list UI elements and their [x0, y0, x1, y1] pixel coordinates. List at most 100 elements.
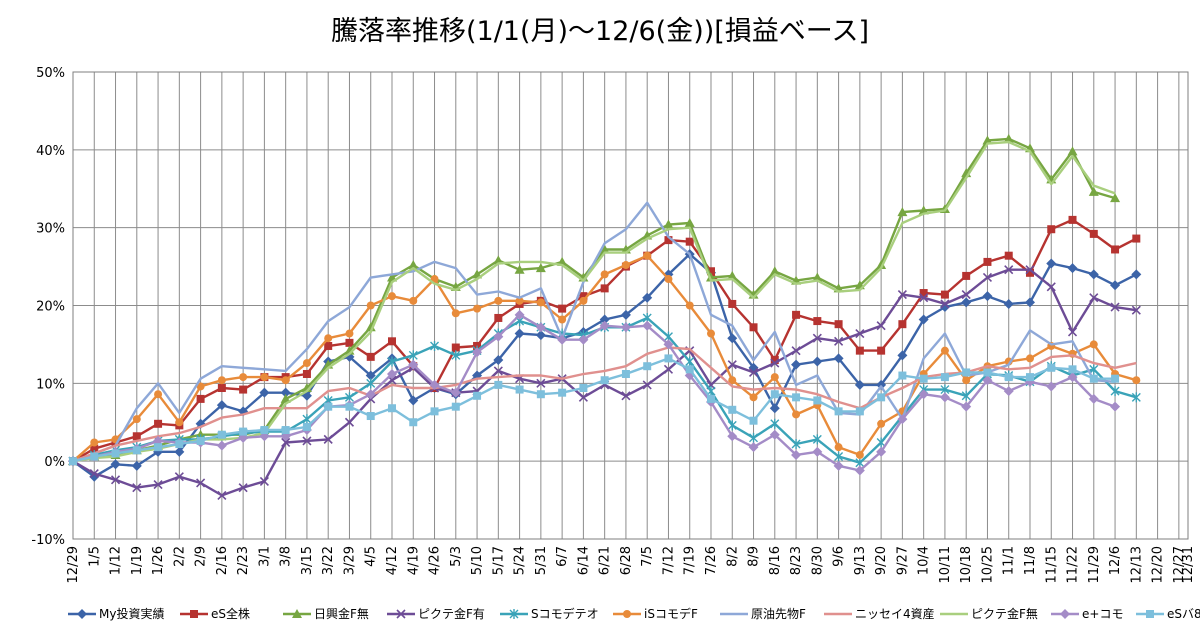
legend-label: iSコモデF [644, 606, 698, 621]
y-tick-label: -10% [31, 533, 65, 548]
data-point [408, 350, 418, 361]
data-point [217, 376, 226, 385]
data-point [727, 431, 738, 442]
data-point [1088, 186, 1099, 196]
data-point [728, 405, 737, 414]
series-My投資実績 [68, 249, 1142, 482]
data-point [1025, 354, 1034, 363]
data-point [643, 251, 652, 260]
x-tick-label: 4/19 [406, 546, 421, 575]
data-point [791, 346, 801, 356]
data-point [897, 414, 908, 425]
data-point [473, 304, 482, 313]
data-point [451, 350, 461, 361]
x-tick-label: 2/23 [236, 546, 251, 575]
data-point [770, 418, 780, 429]
data-point [813, 396, 822, 405]
data-point [749, 393, 758, 402]
data-point [239, 427, 248, 436]
data-point [366, 301, 375, 310]
data-point [1110, 302, 1120, 312]
legend-label: 原油先物F [751, 607, 806, 621]
data-point [514, 328, 525, 339]
data-point [558, 304, 567, 313]
data-point [174, 446, 185, 457]
data-point [1004, 251, 1013, 260]
legend: My投資実績 eS全株 日興金F無 ピクテ金F有 Sコモデテオ iSコモデF 原油先物F ニッ… [68, 606, 1200, 621]
data-point [323, 434, 333, 444]
x-tick-label: 9/13 [853, 546, 868, 575]
data-point [791, 359, 802, 370]
data-point [408, 395, 419, 406]
x-tick-label: 5/17 [491, 546, 506, 575]
data-point [643, 362, 652, 371]
data-point [982, 272, 993, 283]
data-point [834, 407, 843, 416]
data-point [833, 353, 844, 364]
data-point [642, 380, 652, 390]
data-point [302, 414, 312, 425]
legend-swatch-marker [623, 610, 631, 618]
data-point [196, 394, 205, 403]
data-point [196, 478, 206, 488]
legend-swatch-marker [1146, 610, 1154, 618]
data-point [728, 376, 737, 385]
data-point [216, 440, 227, 451]
data-point [876, 260, 887, 270]
data-point [132, 483, 142, 493]
data-point [196, 382, 205, 391]
x-tick-label: 11/1 [1002, 546, 1017, 575]
plot-area: -10% 0% 10% 20% 30% 40% 50% 12/29 1/5 1/12 1/19 1/2… [31, 66, 1196, 583]
data-point [579, 384, 588, 393]
data-point [217, 490, 227, 500]
data-point [940, 290, 949, 299]
data-point [621, 369, 630, 378]
data-point [1047, 225, 1056, 234]
data-point [494, 313, 503, 322]
data-point [451, 309, 460, 318]
data-point [174, 472, 184, 482]
data-point [919, 293, 929, 303]
legend-item: ニッセイ4資産 [824, 606, 935, 621]
x-tick-label: 5/10 [470, 546, 485, 575]
data-point [918, 314, 929, 325]
data-point [430, 407, 439, 416]
data-point [940, 299, 950, 309]
data-point [1089, 364, 1099, 375]
data-point [302, 436, 312, 446]
data-point [132, 446, 141, 455]
data-point [1089, 293, 1099, 303]
x-tick-label: 10/18 [959, 546, 974, 583]
data-point [876, 379, 887, 390]
data-point [876, 446, 887, 457]
data-point [1067, 263, 1078, 274]
legend-item: ピクテ金F無 [940, 606, 1038, 621]
data-point [259, 387, 270, 398]
data-point [769, 403, 780, 414]
x-tick-label: 10/11 [938, 546, 953, 583]
data-point [386, 368, 397, 379]
x-tick-label: 12/31 [1181, 546, 1196, 583]
data-point [153, 479, 163, 490]
data-point [749, 432, 759, 443]
data-point [1068, 215, 1077, 224]
x-tick-label: 11/8 [1023, 546, 1038, 575]
data-point [324, 341, 333, 350]
data-point [982, 291, 993, 302]
data-point [578, 392, 588, 402]
data-point [876, 321, 886, 331]
data-point [90, 444, 99, 453]
data-point [621, 391, 631, 401]
data-point [1068, 365, 1077, 374]
x-tick-label: 8/2 [725, 546, 740, 567]
data-point [961, 401, 972, 412]
data-point [90, 438, 99, 447]
data-point [748, 367, 759, 378]
data-point [663, 364, 674, 374]
data-point [558, 315, 567, 324]
data-point [600, 284, 609, 293]
data-point [387, 404, 396, 413]
y-tick-label: 30% [36, 222, 65, 237]
x-tick-label: 2/9 [194, 546, 209, 567]
legend-item: e+コモ [1051, 607, 1123, 621]
